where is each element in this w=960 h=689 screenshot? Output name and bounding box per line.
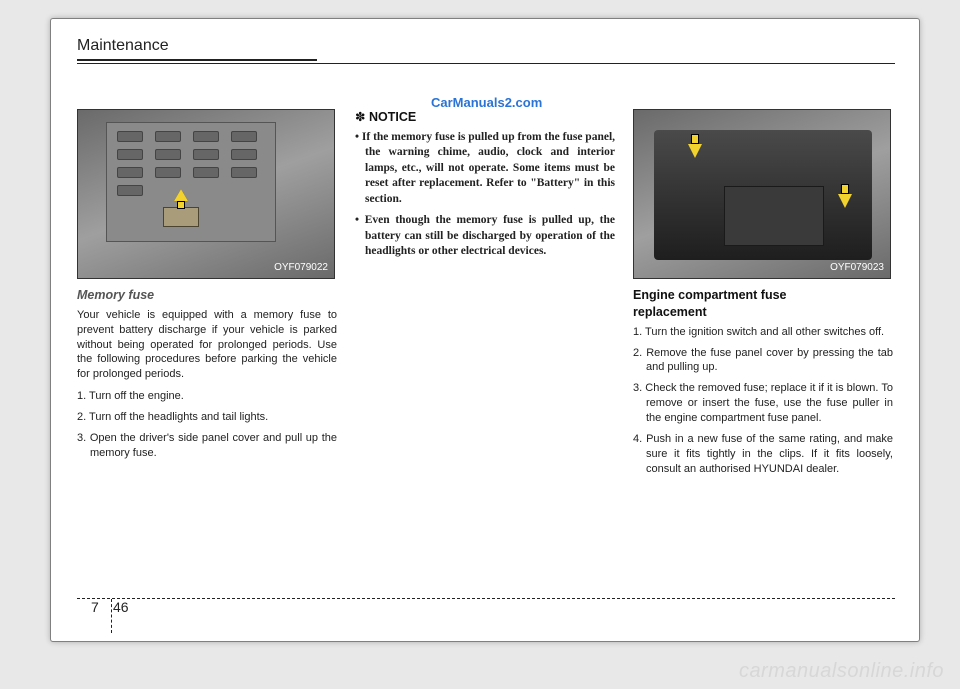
column-right: OYF079023 Engine compartment fuse replac…: [633, 109, 893, 482]
list-item: 1. Turn the ignition switch and all othe…: [633, 325, 893, 340]
subheading-memory-fuse: Memory fuse: [77, 287, 337, 304]
notice-symbol: ✽: [355, 110, 365, 124]
notice-heading: ✽ NOTICE: [355, 109, 615, 126]
fuse-slot: [193, 149, 219, 160]
list-item: • Even though the memory fuse is pulled …: [355, 213, 615, 260]
heading-line: replacement: [633, 305, 707, 319]
fuse-slot: [193, 167, 219, 178]
figure-memory-fuse: OYF079022: [77, 109, 335, 279]
chapter-number: 7: [91, 599, 99, 615]
figure-label: OYF079022: [274, 261, 328, 275]
watermark-bottom: carmanualsonline.info: [739, 660, 944, 683]
fuse-slot: [155, 149, 181, 160]
memory-fuse-highlight: [163, 207, 199, 227]
engine-bay-graphic: [654, 130, 872, 260]
column-left: OYF079022 Memory fuse Your vehicle is eq…: [77, 109, 337, 482]
arrow-up-icon: [174, 189, 188, 201]
footer-rule-vertical: [111, 599, 112, 633]
fuse-slot: [155, 167, 181, 178]
watermark-top: CarManuals2.com: [431, 95, 542, 110]
figure-label: OYF079023: [830, 261, 884, 275]
fuse-slot: [193, 131, 219, 142]
arrow-stem: [691, 134, 699, 144]
procedure-list: 1. Turn the ignition switch and all othe…: [633, 325, 893, 477]
arrow-down-icon: [688, 144, 702, 158]
paragraph: Your vehicle is equipped with a memory f…: [77, 308, 337, 382]
fuse-slot: [117, 185, 143, 196]
fuse-slot: [117, 131, 143, 142]
arrow-stem: [841, 184, 849, 194]
manual-page: Maintenance CarManuals2.com: [50, 18, 920, 642]
heading-line: Engine compartment fuse: [633, 288, 787, 302]
fuse-slot: [231, 149, 257, 160]
fuse-slot: [155, 131, 181, 142]
fuse-panel-graphic: [106, 122, 276, 242]
list-item: 2. Remove the fuse panel cover by pressi…: [633, 346, 893, 376]
section-title: Maintenance: [77, 37, 169, 55]
procedure-list: 1. Turn off the engine. 2. Turn off the …: [77, 389, 337, 460]
content-columns: OYF079022 Memory fuse Your vehicle is eq…: [77, 109, 897, 482]
title-underline-full: [77, 63, 895, 64]
list-item: • If the memory fuse is pulled up from t…: [355, 130, 615, 208]
page-number: 46: [113, 599, 129, 615]
title-underline-short: [77, 59, 317, 61]
fuse-slot: [117, 149, 143, 160]
list-item: 1. Turn off the engine.: [77, 389, 337, 404]
fuse-slot: [231, 131, 257, 142]
arrow-down-icon: [838, 194, 852, 208]
notice-label: NOTICE: [369, 110, 416, 124]
notice-list: • If the memory fuse is pulled up from t…: [355, 130, 615, 260]
fuse-box-graphic: [724, 186, 824, 246]
column-center: ✽ NOTICE • If the memory fuse is pulled …: [355, 109, 615, 482]
figure-engine-fuse: OYF079023: [633, 109, 891, 279]
list-item: 2. Turn off the headlights and tail ligh…: [77, 410, 337, 425]
list-item: 4. Push in a new fuse of the same rating…: [633, 432, 893, 477]
list-item: 3. Check the removed fuse; replace it if…: [633, 381, 893, 426]
footer-rule-horizontal: [77, 598, 895, 599]
fuse-slot: [117, 167, 143, 178]
arrow-stem: [177, 201, 185, 209]
fuse-slot: [231, 167, 257, 178]
subheading-engine-fuse: Engine compartment fuse replacement: [633, 287, 893, 321]
list-item: 3. Open the driver's side panel cover an…: [77, 431, 337, 461]
